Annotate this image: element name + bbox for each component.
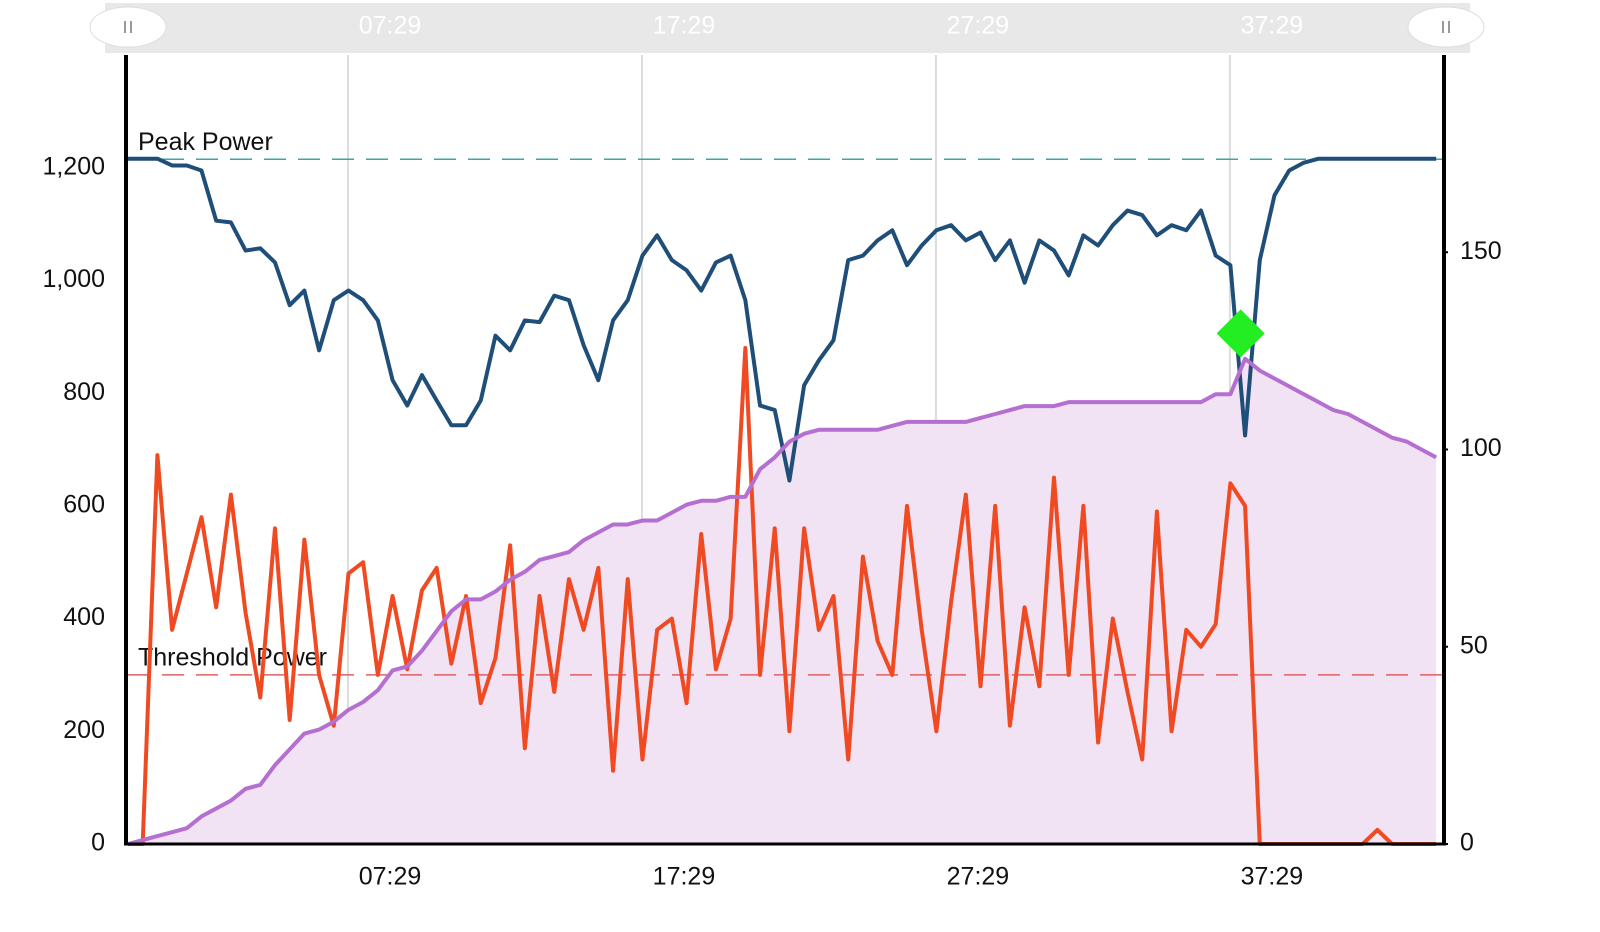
range-handle-left[interactable] xyxy=(89,6,167,48)
y2-tick-label: 50 xyxy=(1460,631,1488,659)
data-line xyxy=(128,156,1437,483)
y-tick-label: 800 xyxy=(63,378,105,406)
x-tick-label: 07:29 xyxy=(359,863,422,891)
y-tick-label: 200 xyxy=(63,716,105,744)
y-tick-label: 1,200 xyxy=(42,152,105,180)
y2-tick-label: 0 xyxy=(1460,829,1474,857)
y-tick-label: 1,000 xyxy=(42,265,105,293)
scroll-band-label: 27:29 xyxy=(947,12,1010,40)
y-tick-label: 600 xyxy=(63,490,105,518)
x-tick-label: 17:29 xyxy=(653,863,716,891)
y2-tick-label: 150 xyxy=(1460,237,1502,265)
reference-label: Threshold Power xyxy=(138,644,327,672)
scroll-band-label: 07:29 xyxy=(359,12,422,40)
area-fill xyxy=(128,358,1437,844)
scroll-band-label: 37:29 xyxy=(1241,12,1304,40)
y-tick-label: 0 xyxy=(91,829,105,857)
x-tick-label: 27:29 xyxy=(947,863,1010,891)
range-handle-right[interactable] xyxy=(1407,6,1485,48)
data-line xyxy=(128,346,1437,846)
scroll-band-labels: 07:29 17:29 27:29 37:29 xyxy=(359,12,1303,40)
scroll-band[interactable] xyxy=(105,3,1470,53)
y-tick-label: 400 xyxy=(63,603,105,631)
y2-tick-label: 100 xyxy=(1460,434,1502,462)
reference-label: Peak Power xyxy=(138,128,273,156)
data-line xyxy=(127,356,1438,846)
scroll-band-label: 17:29 xyxy=(653,12,716,40)
highlight-marker xyxy=(1216,309,1265,358)
x-tick-label: 37:29 xyxy=(1241,863,1304,891)
